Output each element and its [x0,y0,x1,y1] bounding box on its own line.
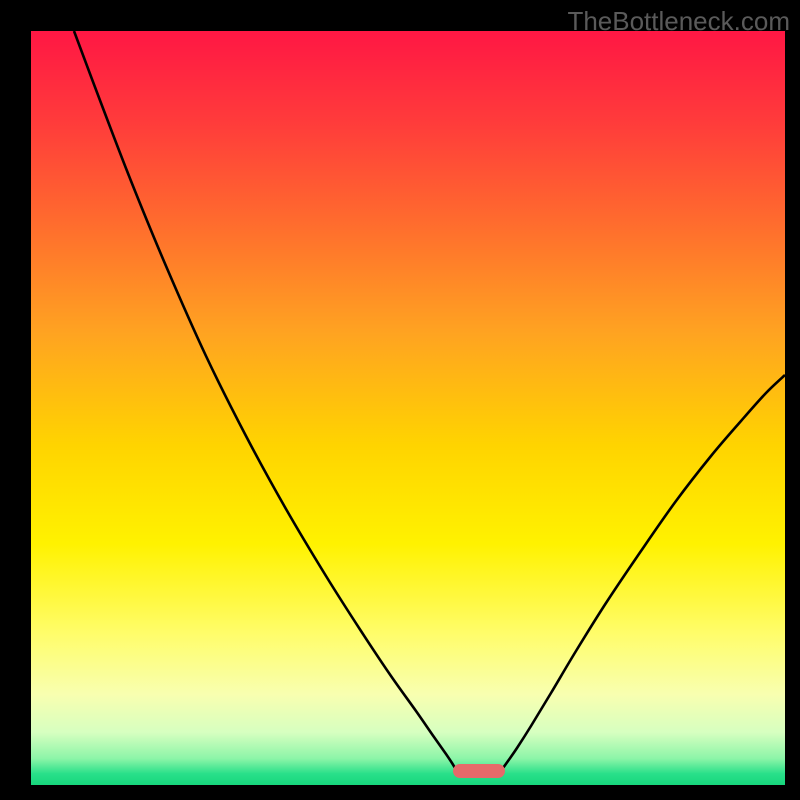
plot-background [31,31,785,785]
plot-area [31,31,785,785]
bottleneck-marker [453,764,505,778]
chart-container: TheBottleneck.com [0,0,800,800]
watermark-text: TheBottleneck.com [567,6,790,37]
